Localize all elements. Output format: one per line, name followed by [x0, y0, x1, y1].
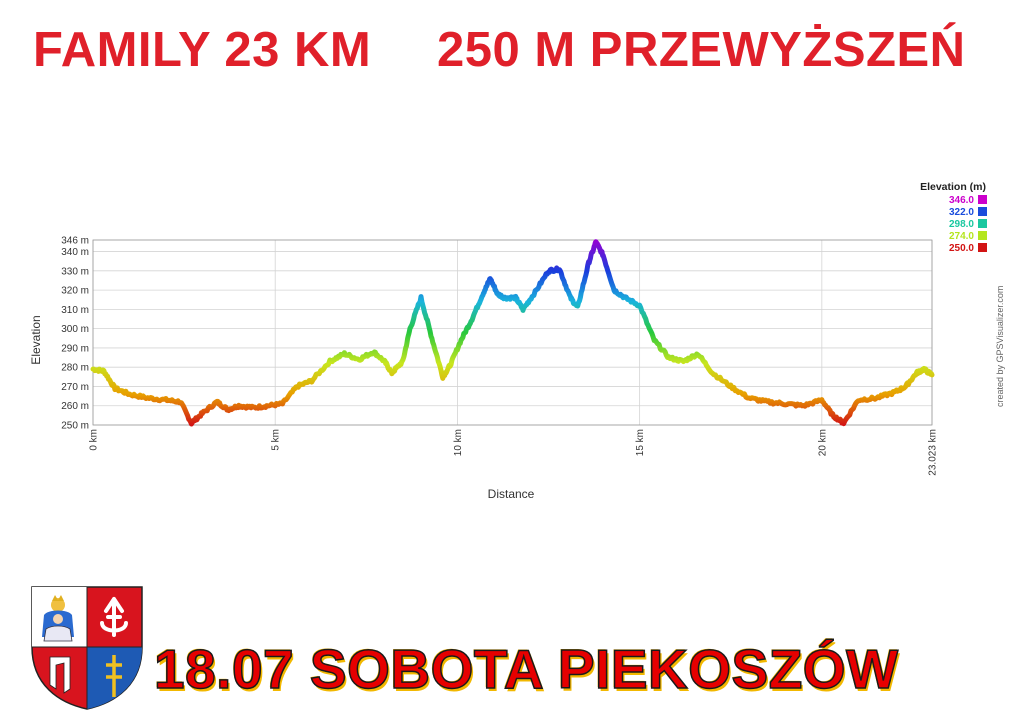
y-tick-label: 330 m	[61, 266, 89, 277]
legend-swatch	[978, 195, 987, 204]
x-tick-label: 0 km	[89, 429, 100, 451]
x-tick-label: 5 km	[271, 429, 282, 451]
series-line-elevation	[90, 239, 935, 427]
y-tick-label: 310 m	[61, 305, 89, 316]
legend-entry-label: 250.0	[949, 243, 974, 254]
x-axis-label: Distance	[488, 487, 535, 501]
chart-grid	[92, 239, 933, 426]
legend-swatch	[978, 219, 987, 228]
y-axis-label: Elevation	[29, 315, 43, 364]
legend-entry-label: 322.0	[949, 207, 974, 218]
credit-text: created by GPSVisualizer.com	[995, 286, 1005, 407]
y-tick-label: 340 m	[61, 247, 89, 258]
y-tick-label: 300 m	[61, 324, 89, 335]
title-distance: FAMILY 23 KM	[33, 23, 372, 77]
legend-swatch	[978, 231, 987, 240]
x-tick-label: 20 km	[817, 429, 828, 456]
legend-entry-label: 274.0	[949, 231, 974, 242]
y-tick-label: 260 m	[61, 401, 89, 412]
y-tick-label: 270 m	[61, 382, 89, 393]
y-tick-label: 280 m	[61, 363, 89, 374]
y-tick-label: 250 m	[61, 421, 89, 432]
x-tick-label: 15 km	[635, 429, 646, 456]
y-tick-label: 346 m	[61, 236, 89, 247]
coat-of-arms-logo	[31, 586, 143, 710]
event-date-title: 18.07 SOBOTA PIEKOSZÓW	[153, 637, 899, 701]
legend-entry-label: 298.0	[949, 219, 974, 230]
legend-title: Elevation (m)	[920, 181, 986, 193]
x-tick-label: 10 km	[453, 429, 464, 456]
title-elevation-gain: 250 M PRZEWYŻSZEŃ	[437, 23, 966, 77]
x-tick-label: 23.023 km	[928, 429, 939, 476]
legend-swatch	[978, 207, 987, 216]
y-tick-label: 320 m	[61, 286, 89, 297]
legend-entry-label: 346.0	[949, 195, 974, 206]
y-axis-ticks: 250 m 260 m 270 m 280 m 290 m 300 m 310 m 320 m…	[61, 236, 89, 432]
x-axis-ticks: 0 km 5 km 10 km 15 km 20 km 23.023 km	[89, 429, 939, 476]
plot-frame	[92, 239, 933, 426]
legend-swatch	[978, 243, 987, 252]
y-tick-label: 290 m	[61, 343, 89, 354]
